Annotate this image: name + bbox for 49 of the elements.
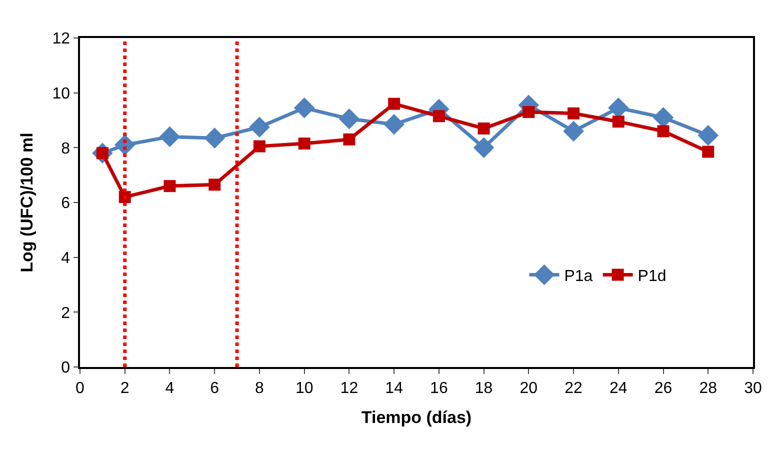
point	[338, 108, 360, 130]
x-tick-label: 30	[744, 380, 762, 397]
point	[568, 107, 580, 120]
x-tick-label: 10	[295, 380, 314, 397]
point	[159, 126, 180, 148]
x-tick-label: 6	[210, 380, 220, 397]
y-axis-title: Log (UFC)/100 ml	[17, 132, 36, 272]
x-tick-label: 28	[699, 380, 718, 397]
point	[208, 178, 221, 191]
point	[522, 106, 535, 118]
x-axis-title: Tiempo (días)	[361, 408, 472, 427]
x-tick-label: 4	[165, 380, 174, 397]
legend-label: P1a	[564, 268, 593, 286]
y-tick-label: 10	[52, 85, 70, 102]
y-tick-label: 0	[61, 360, 70, 377]
x-tick-label: 24	[610, 380, 628, 397]
point	[253, 140, 266, 152]
x-tick-label: 12	[340, 380, 358, 397]
point	[612, 116, 624, 128]
x-tick-label: 26	[654, 380, 672, 397]
x-tick-label: 14	[385, 380, 404, 397]
x-tick-label: 16	[430, 380, 448, 397]
point	[563, 120, 584, 142]
x-tick-label: 18	[474, 380, 493, 397]
point	[698, 124, 719, 146]
point	[294, 98, 315, 118]
point	[657, 125, 670, 138]
point	[204, 128, 225, 148]
y-tick-label: 2	[61, 304, 70, 322]
y-tick-label: 12	[52, 30, 70, 48]
point	[298, 138, 310, 150]
point	[343, 133, 356, 146]
legend-label: P1d	[638, 268, 666, 286]
point	[478, 122, 490, 134]
y-tick-label: 8	[61, 140, 70, 158]
x-tick-label: 0	[76, 380, 85, 397]
x-tick-label: 22	[564, 380, 583, 397]
y-tick-label: 6	[61, 195, 70, 212]
x-tick-label: 2	[120, 380, 130, 397]
x-tick-label: 20	[520, 380, 538, 397]
y-tick-label: 4	[61, 250, 70, 267]
point	[388, 98, 400, 110]
point	[384, 114, 404, 135]
point	[473, 137, 494, 158]
point	[249, 116, 270, 138]
point	[432, 110, 445, 122]
x-tick-label: 8	[255, 380, 264, 397]
point	[702, 146, 714, 158]
point	[164, 180, 176, 192]
